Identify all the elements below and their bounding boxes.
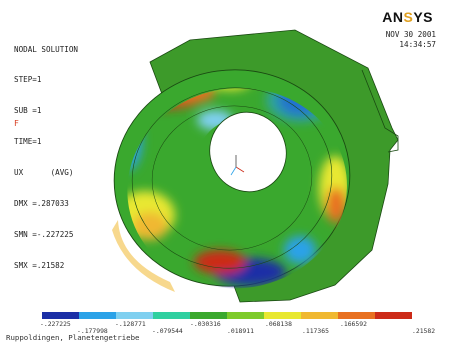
legend-band-6 — [227, 312, 264, 319]
smn-line: SMN =-.227225 — [14, 229, 74, 239]
legend-value: .166592 — [340, 320, 367, 328]
time-label: 14:34:57 — [399, 40, 436, 49]
date-label: NOV 30 2001 — [385, 30, 436, 39]
coordinate-triad — [230, 155, 245, 176]
legend-band-5 — [190, 312, 227, 319]
step-line: STEP=1 — [14, 75, 42, 85]
legend-values: -.227225 -.128771 -.030316 .068138 .1665… — [32, 320, 452, 340]
legend-value: -.177998 — [77, 327, 108, 335]
force-marker: F — [14, 119, 19, 128]
legend-band-10 — [375, 312, 412, 319]
legend-band-8 — [301, 312, 338, 319]
solution-title: NODAL SOLUTION — [14, 44, 79, 54]
ansys-logo: ANSYS — [382, 9, 433, 25]
legend-value: -.128771 — [115, 320, 146, 328]
time-line: TIME=1 — [14, 137, 42, 147]
center-hole — [209, 111, 287, 193]
solution-info: NODAL SOLUTION STEP=1 SUB =1 TIME=1 UX (… — [14, 24, 78, 281]
legend-value: -.227225 — [40, 320, 71, 328]
smx-line: SMX =.21582 — [14, 260, 65, 270]
caption: Ruppoldingen, Planetengetriebe — [6, 333, 140, 342]
legend-value: -.079544 — [152, 327, 183, 335]
legend-band-9 — [338, 312, 375, 319]
legend-band-1 — [42, 312, 79, 319]
result-line: UX (AVG) — [14, 168, 74, 178]
legend-value: .068138 — [265, 320, 292, 328]
legend-band-2 — [79, 312, 116, 319]
legend-value: .018911 — [227, 327, 254, 335]
legend-band-4 — [153, 312, 190, 319]
legend-value: -.030316 — [190, 320, 221, 328]
legend-band-7 — [264, 312, 301, 319]
contour-legend — [42, 312, 412, 319]
timestamp: NOV 30 2001 14:34:57 — [386, 30, 436, 50]
dmx-line: DMX =.287033 — [14, 199, 69, 209]
legend-value: .21582 — [412, 327, 436, 335]
legend-band-3 — [116, 312, 153, 319]
fe-model-view — [112, 29, 399, 303]
legend-value: .117365 — [302, 327, 329, 335]
substep-line: SUB =1 — [14, 106, 42, 116]
